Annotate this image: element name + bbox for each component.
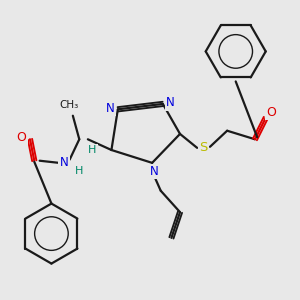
Text: CH₃: CH₃ [59, 100, 78, 110]
Text: N: N [150, 165, 159, 178]
Text: O: O [266, 106, 276, 119]
Text: N: N [166, 96, 175, 110]
Text: N: N [60, 156, 69, 170]
Text: H: H [88, 145, 96, 155]
Text: H: H [75, 167, 83, 176]
Text: N: N [106, 102, 115, 115]
Text: S: S [200, 141, 208, 154]
Text: O: O [16, 130, 26, 144]
